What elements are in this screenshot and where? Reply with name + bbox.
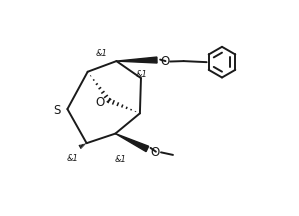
Text: &1: &1: [135, 70, 147, 79]
Text: O: O: [160, 55, 169, 68]
Text: O: O: [95, 95, 105, 108]
Polygon shape: [115, 133, 149, 152]
Text: S: S: [54, 104, 61, 117]
Text: &1: &1: [115, 155, 127, 164]
Text: &1: &1: [67, 154, 79, 163]
Polygon shape: [116, 57, 157, 63]
Text: &1: &1: [96, 49, 107, 58]
Text: O: O: [151, 146, 160, 159]
